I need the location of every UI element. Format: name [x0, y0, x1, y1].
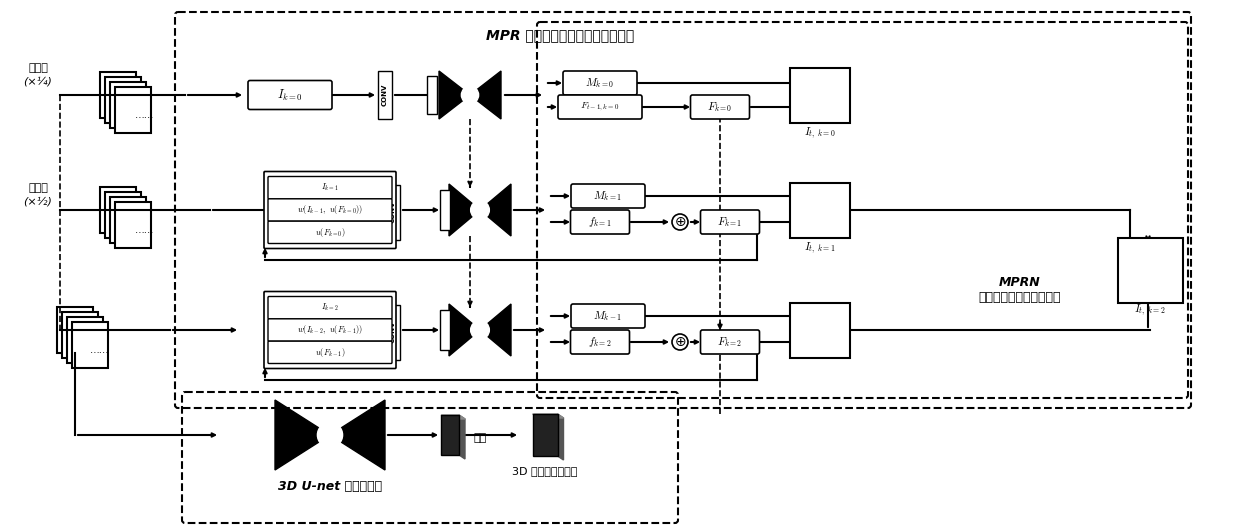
- Text: $M_{k=0}$: $M_{k=0}$: [585, 76, 615, 90]
- Text: 3D U-net 特征提取器: 3D U-net 特征提取器: [278, 481, 382, 493]
- FancyBboxPatch shape: [701, 330, 759, 354]
- Bar: [386, 184, 401, 240]
- Bar: [440, 190, 450, 230]
- Polygon shape: [275, 400, 330, 470]
- Polygon shape: [449, 304, 480, 356]
- Text: $F_{k=2}$: $F_{k=2}$: [717, 335, 743, 349]
- Bar: [790, 182, 849, 237]
- Polygon shape: [558, 414, 563, 460]
- Text: CONV: CONV: [382, 84, 388, 106]
- Bar: [440, 310, 450, 350]
- Bar: [441, 415, 459, 455]
- Bar: [386, 305, 401, 359]
- Circle shape: [672, 214, 688, 230]
- Polygon shape: [532, 414, 563, 418]
- Circle shape: [471, 201, 490, 219]
- Text: $I_{k=0}$: $I_{k=0}$: [277, 87, 303, 103]
- Text: $w(I_{k-2},\ u(F_{k-1}))$: $w(I_{k-2},\ u(F_{k-1}))$: [296, 323, 363, 337]
- Bar: [378, 71, 392, 119]
- Bar: [62, 312, 98, 358]
- Polygon shape: [480, 184, 511, 236]
- Bar: [100, 187, 136, 233]
- Text: (×½): (×½): [24, 197, 52, 207]
- Polygon shape: [470, 71, 501, 119]
- Text: $F_{k=0}$: $F_{k=0}$: [707, 100, 733, 114]
- Circle shape: [471, 321, 490, 339]
- Text: CONV: CONV: [391, 201, 396, 223]
- Text: $F_{k=1}$: $F_{k=1}$: [717, 215, 743, 229]
- Polygon shape: [439, 71, 470, 119]
- Text: $f_{k=2}$: $f_{k=2}$: [588, 335, 611, 349]
- Circle shape: [461, 86, 479, 104]
- Text: $f_{k=1}$: $f_{k=1}$: [588, 215, 611, 229]
- Text: MPR 框架（多帧金字塔精进框架）: MPR 框架（多帧金字塔精进框架）: [486, 28, 634, 42]
- Text: $I_{t,\ k=0}$: $I_{t,\ k=0}$: [804, 126, 836, 140]
- Bar: [57, 307, 93, 353]
- Text: 下采样: 下采样: [29, 63, 48, 73]
- FancyBboxPatch shape: [691, 95, 749, 119]
- Bar: [72, 322, 108, 368]
- Bar: [790, 303, 849, 358]
- Text: $M_{k=1}$: $M_{k=1}$: [594, 189, 622, 203]
- Text: ……: ……: [135, 225, 155, 235]
- Bar: [532, 414, 558, 456]
- FancyBboxPatch shape: [268, 341, 392, 364]
- Text: $I_{k=1}$: $I_{k=1}$: [321, 182, 339, 193]
- Text: MPRN
（多帧金字塔精进网络）: MPRN （多帧金字塔精进网络）: [978, 276, 1061, 304]
- Circle shape: [317, 422, 342, 448]
- Polygon shape: [330, 400, 384, 470]
- Text: ……: ……: [135, 110, 155, 120]
- Bar: [1117, 237, 1183, 303]
- FancyBboxPatch shape: [570, 210, 630, 234]
- Text: (×¼): (×¼): [24, 77, 52, 87]
- Text: $u(F_{k=0})$: $u(F_{k=0})$: [315, 226, 346, 239]
- FancyBboxPatch shape: [268, 176, 392, 199]
- Text: $u(F_{k-1})$: $u(F_{k-1})$: [315, 346, 346, 359]
- Polygon shape: [459, 415, 465, 459]
- Bar: [100, 72, 136, 118]
- Bar: [105, 192, 141, 238]
- Polygon shape: [480, 304, 511, 356]
- Text: CONV: CONV: [391, 321, 396, 343]
- Text: $w(I_{k-1},\ u(F_{k=0}))$: $w(I_{k-1},\ u(F_{k=0}))$: [296, 204, 363, 216]
- FancyBboxPatch shape: [268, 221, 392, 243]
- Text: $I_{t,\ k=2}$: $I_{t,\ k=2}$: [1135, 302, 1166, 317]
- Text: 下采样: 下采样: [29, 183, 48, 193]
- FancyBboxPatch shape: [570, 304, 645, 328]
- FancyBboxPatch shape: [558, 95, 642, 119]
- FancyBboxPatch shape: [570, 330, 630, 354]
- FancyBboxPatch shape: [268, 319, 392, 341]
- Bar: [110, 82, 146, 128]
- Polygon shape: [449, 184, 480, 236]
- FancyBboxPatch shape: [268, 199, 392, 221]
- FancyBboxPatch shape: [570, 184, 645, 208]
- FancyBboxPatch shape: [248, 81, 332, 110]
- Bar: [67, 317, 103, 363]
- Bar: [790, 67, 849, 122]
- Text: 3D 多帧上下文特征: 3D 多帧上下文特征: [512, 466, 578, 476]
- FancyBboxPatch shape: [264, 292, 396, 368]
- Text: $I_{t,\ k=1}$: $I_{t,\ k=1}$: [805, 241, 836, 255]
- Text: $\oplus$: $\oplus$: [673, 335, 686, 349]
- Text: $F_{t-1,k=0}$: $F_{t-1,k=0}$: [580, 101, 620, 113]
- Circle shape: [672, 334, 688, 350]
- Bar: [115, 87, 151, 133]
- FancyBboxPatch shape: [563, 71, 637, 95]
- Bar: [110, 197, 146, 243]
- Bar: [105, 77, 141, 123]
- Text: $\oplus$: $\oplus$: [673, 215, 686, 229]
- Text: $M_{k-1}$: $M_{k-1}$: [594, 309, 622, 323]
- FancyBboxPatch shape: [268, 296, 392, 319]
- FancyBboxPatch shape: [701, 210, 759, 234]
- Text: ……: ……: [91, 345, 110, 355]
- FancyBboxPatch shape: [264, 172, 396, 249]
- Text: $I_{k=2}$: $I_{k=2}$: [321, 302, 339, 313]
- Polygon shape: [441, 415, 465, 419]
- Text: 转换: 转换: [474, 433, 486, 443]
- Bar: [115, 202, 151, 248]
- Bar: [427, 76, 436, 114]
